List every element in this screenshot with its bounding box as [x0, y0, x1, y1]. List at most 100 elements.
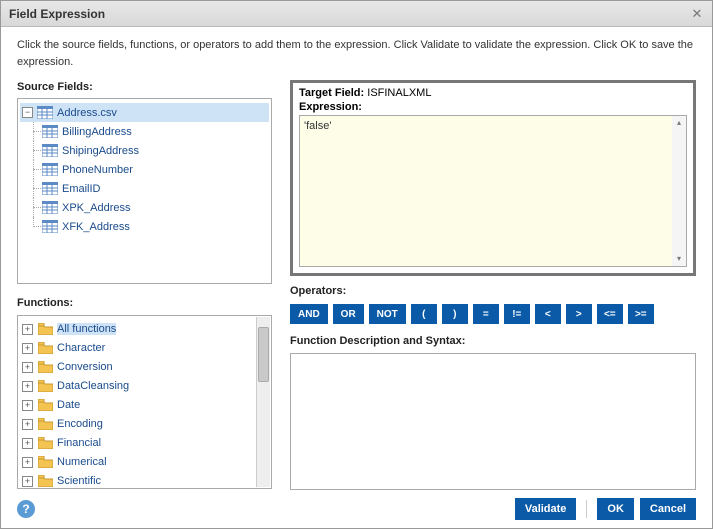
source-tree: − Address.csv BillingAddress ShipingAddre… — [20, 103, 269, 236]
folder-icon — [37, 417, 53, 431]
expand-icon[interactable]: + — [22, 324, 33, 335]
source-root-node[interactable]: − Address.csv — [20, 103, 269, 122]
tree-connector — [26, 160, 42, 179]
function-category-label: Scientific — [57, 475, 101, 487]
function-category-label: Financial — [57, 437, 101, 449]
scrollbar-thumb[interactable] — [258, 327, 269, 382]
table-icon — [42, 144, 58, 158]
expand-icon[interactable]: + — [22, 457, 33, 468]
target-field-value: ISFINALXML — [367, 87, 431, 99]
titlebar: Field Expression ✕ — [1, 1, 712, 27]
tree-connector — [26, 198, 42, 217]
validate-button[interactable]: Validate — [515, 498, 577, 520]
operators-label: Operators: — [290, 284, 696, 299]
expand-icon[interactable]: + — [22, 476, 33, 487]
source-field-node[interactable]: PhoneNumber — [20, 160, 269, 179]
function-category-label: Encoding — [57, 418, 103, 430]
help-icon[interactable]: ? — [17, 500, 35, 518]
expression-input[interactable]: 'false' ▴ ▾ — [299, 115, 687, 267]
functions-panel: +All functions+Character+Conversion+Data… — [17, 315, 272, 489]
source-fields-label: Source Fields: — [17, 80, 272, 95]
function-category-node[interactable]: + Encoding — [20, 415, 269, 434]
table-icon — [42, 182, 58, 196]
dialog-title: Field Expression — [9, 7, 690, 21]
function-category-label: DataCleansing — [57, 380, 129, 392]
source-field-label: BillingAddress — [62, 126, 132, 138]
operator-button[interactable]: < — [535, 304, 561, 324]
expression-label: Expression: — [299, 101, 362, 113]
operator-button[interactable]: != — [504, 304, 530, 324]
source-field-node[interactable]: ShipingAddress — [20, 141, 269, 160]
expand-icon[interactable]: + — [22, 400, 33, 411]
function-category-node[interactable]: + Scientific — [20, 472, 269, 489]
expand-icon[interactable]: + — [22, 362, 33, 373]
instructions-text: Click the source fields, functions, or o… — [17, 37, 696, 70]
function-category-node[interactable]: + All functions — [20, 320, 269, 339]
source-field-node[interactable]: EmailID — [20, 179, 269, 198]
function-description-box — [290, 353, 696, 490]
function-category-label: All functions — [57, 323, 116, 335]
table-icon — [42, 125, 58, 139]
functions-tree: +All functions+Character+Conversion+Data… — [20, 320, 269, 489]
expand-icon[interactable]: + — [22, 419, 33, 430]
operator-button[interactable]: > — [566, 304, 592, 324]
footer-divider — [586, 500, 587, 518]
operator-button[interactable]: OR — [333, 304, 364, 324]
close-icon[interactable]: ✕ — [690, 7, 704, 21]
tree-connector — [26, 141, 42, 160]
expand-icon[interactable]: + — [22, 381, 33, 392]
table-icon — [42, 163, 58, 177]
operator-button[interactable]: >= — [628, 304, 654, 324]
operator-button[interactable]: ) — [442, 304, 468, 324]
folder-icon — [37, 379, 53, 393]
scroll-up-icon[interactable]: ▴ — [672, 116, 686, 130]
expression-label-line: Expression: — [299, 101, 687, 113]
function-category-node[interactable]: +Character — [20, 339, 269, 358]
source-field-label: EmailID — [62, 183, 101, 195]
tree-connector — [26, 179, 42, 198]
ok-button[interactable]: OK — [597, 498, 634, 520]
function-category-label: Date — [57, 399, 80, 411]
expand-icon[interactable]: + — [22, 343, 33, 354]
operator-button[interactable]: AND — [290, 304, 328, 324]
table-icon — [42, 220, 58, 234]
scroll-down-icon[interactable]: ▾ — [672, 252, 686, 266]
source-field-label: PhoneNumber — [62, 164, 133, 176]
source-fields-panel: − Address.csv BillingAddress ShipingAddre… — [17, 98, 272, 284]
operator-button[interactable]: = — [473, 304, 499, 324]
source-field-node[interactable]: XFK_Address — [20, 217, 269, 236]
operator-button[interactable]: ( — [411, 304, 437, 324]
function-category-node[interactable]: + Financial — [20, 434, 269, 453]
folder-icon — [37, 398, 53, 412]
function-category-node[interactable]: + DataCleansing — [20, 377, 269, 396]
table-icon — [42, 201, 58, 215]
functions-label: Functions: — [17, 296, 272, 311]
operator-button[interactable]: <= — [597, 304, 623, 324]
expression-scrollbar[interactable]: ▴ ▾ — [672, 116, 686, 266]
left-column: Source Fields: − Address.csv BillingAddr… — [17, 80, 272, 490]
folder-icon — [37, 436, 53, 450]
main-area: Source Fields: − Address.csv BillingAddr… — [17, 80, 696, 490]
tree-connector — [26, 122, 42, 141]
folder-icon — [37, 455, 53, 469]
source-field-node[interactable]: BillingAddress — [20, 122, 269, 141]
functions-scrollbar[interactable] — [256, 317, 270, 487]
function-category-label: Numerical — [57, 456, 107, 468]
table-icon — [37, 106, 53, 120]
source-field-node[interactable]: XPK_Address — [20, 198, 269, 217]
function-category-node[interactable]: +Conversion — [20, 358, 269, 377]
func-desc-label: Function Description and Syntax: — [290, 334, 696, 349]
target-field-label: Target Field: — [299, 87, 364, 99]
expand-icon[interactable]: + — [22, 438, 33, 449]
function-category-node[interactable]: + Numerical — [20, 453, 269, 472]
cancel-button[interactable]: Cancel — [640, 498, 696, 520]
target-expression-group: Target Field: ISFINALXML Expression: 'fa… — [290, 80, 696, 276]
source-root-label: Address.csv — [57, 107, 117, 119]
operators-row: ANDORNOT()=!=<><=>= — [290, 304, 696, 324]
folder-icon — [37, 341, 53, 355]
function-category-node[interactable]: + Date — [20, 396, 269, 415]
collapse-icon[interactable]: − — [22, 107, 33, 118]
folder-icon — [37, 474, 53, 488]
operator-button[interactable]: NOT — [369, 304, 406, 324]
right-column: Target Field: ISFINALXML Expression: 'fa… — [290, 80, 696, 490]
